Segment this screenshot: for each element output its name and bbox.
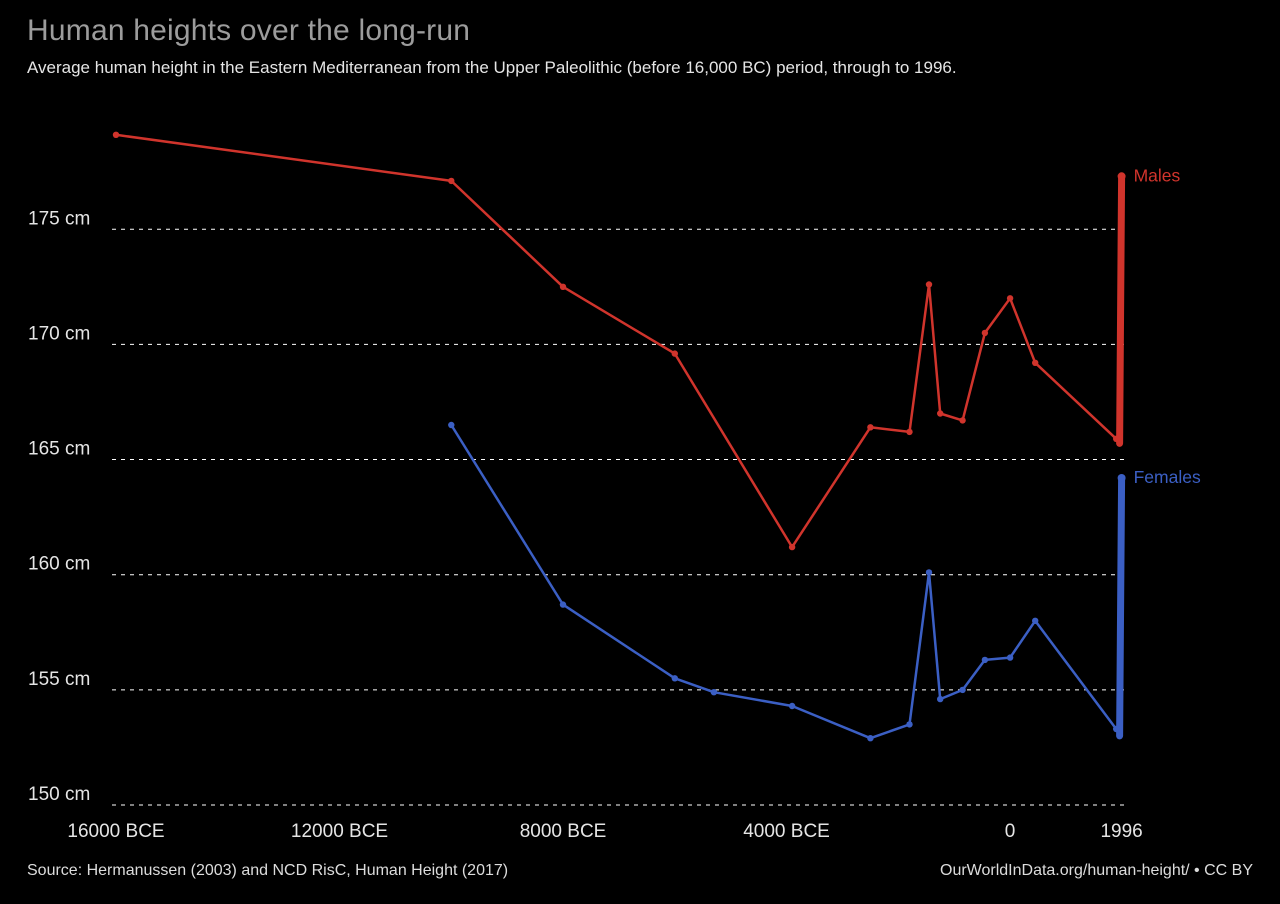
series-endjump-males — [1116, 172, 1126, 447]
series-point-males — [867, 424, 874, 431]
series-point-females — [788, 702, 796, 710]
chart-subtitle: Average human height in the Eastern Medi… — [27, 58, 957, 77]
series-label-males: Males — [1134, 165, 1181, 185]
attribution: OurWorldInData.org/human-height/ • CC BY — [940, 862, 1253, 879]
y-tick-label: 155 cm — [28, 669, 90, 690]
series-point-females — [906, 721, 913, 728]
series-point-males — [1117, 172, 1126, 181]
series-point-males — [906, 428, 913, 436]
series-line-females — [450, 424, 1123, 740]
y-tick-label: 150 cm — [28, 784, 90, 805]
x-tick-label: 0 — [1005, 821, 1016, 842]
series-point-males — [1113, 435, 1120, 442]
series-point-females — [1032, 617, 1039, 624]
series-point-males — [112, 131, 120, 138]
series-point-females — [1117, 474, 1126, 482]
series-label-females: Females — [1134, 467, 1201, 487]
series-point-females — [559, 601, 567, 608]
series-point-females — [671, 675, 678, 682]
series-line-males — [115, 133, 1123, 549]
source-note: Source: Hermanussen (2003) and NCD RisC,… — [27, 862, 509, 879]
chart-footer: Source: Hermanussen (2003) and NCD RisC,… — [27, 862, 1253, 880]
series-point-females — [981, 656, 989, 664]
series-point-males — [1006, 295, 1014, 302]
series-point-males — [1032, 359, 1039, 366]
series-point-females — [925, 569, 933, 576]
x-tick-label: 16000 BCE — [67, 821, 164, 842]
series-point-males — [1116, 440, 1123, 447]
y-tick-label: 170 cm — [28, 323, 90, 344]
series-endjump-females — [1116, 474, 1126, 740]
y-tick-label: 160 cm — [28, 554, 90, 575]
series-point-females — [1113, 725, 1120, 733]
series-point-females — [710, 689, 718, 696]
series-point-males — [937, 410, 944, 417]
series-point-males — [559, 283, 567, 290]
x-tick-label: 1996 — [1100, 821, 1142, 842]
y-tick-label: 175 cm — [28, 208, 90, 229]
series-point-males — [925, 281, 933, 288]
series-point-females — [867, 735, 874, 742]
series-point-males — [671, 350, 678, 357]
x-tick-label: 12000 BCE — [291, 821, 388, 842]
series-point-males — [959, 417, 966, 424]
series-point-females — [1006, 654, 1014, 661]
x-tick-label: 4000 BCE — [743, 821, 830, 842]
series-point-males — [788, 543, 796, 551]
y-tick-label: 165 cm — [28, 439, 90, 460]
series-point-females — [959, 686, 966, 694]
series-point-females — [937, 695, 944, 703]
chart-header: Human heights over the long-run Average … — [27, 14, 1207, 80]
x-tick-label: 8000 BCE — [520, 821, 607, 842]
series-point-males — [448, 177, 455, 185]
chart-title: Human heights over the long-run — [27, 14, 471, 47]
series-point-females — [448, 421, 455, 429]
series-point-females — [1116, 732, 1123, 740]
series-point-males — [981, 329, 989, 337]
